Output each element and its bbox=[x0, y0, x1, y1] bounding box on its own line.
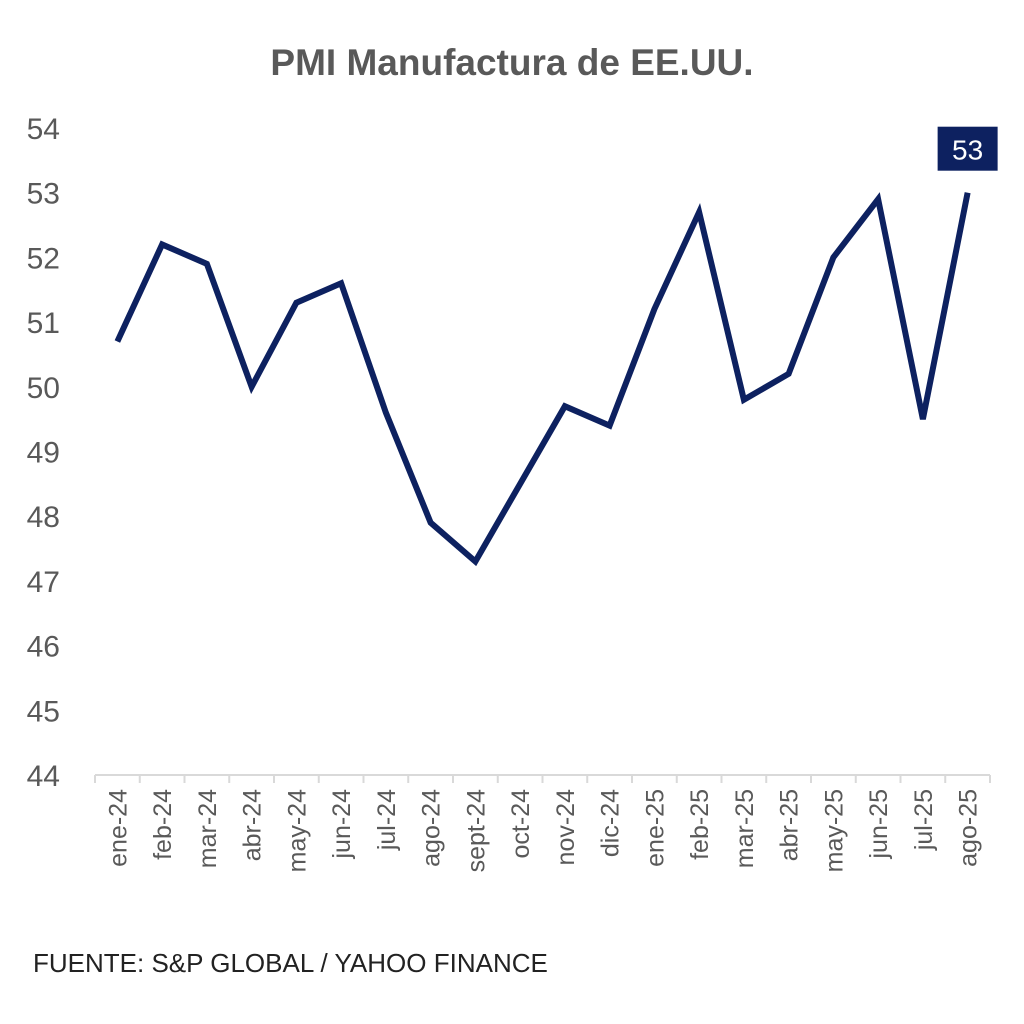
x-tick-label: ene-25 bbox=[641, 789, 669, 867]
x-tick-label: ene-24 bbox=[104, 789, 132, 867]
x-tick-label: oct-24 bbox=[507, 789, 535, 859]
x-tick-label: feb-24 bbox=[149, 789, 177, 860]
x-tick-label: may-25 bbox=[820, 789, 848, 872]
x-tick-label: dic-24 bbox=[597, 789, 625, 857]
x-tick-label: jul-25 bbox=[910, 789, 938, 851]
x-tick-label: abr-24 bbox=[239, 789, 267, 861]
x-tick-label: jul-24 bbox=[373, 789, 401, 851]
y-tick-label: 44 bbox=[27, 760, 60, 793]
y-tick-label: 46 bbox=[27, 631, 60, 664]
x-tick-label: mar-25 bbox=[731, 789, 759, 868]
y-tick-label: 53 bbox=[27, 178, 60, 211]
x-tick-label: abr-25 bbox=[776, 789, 804, 861]
data-label-box bbox=[937, 126, 998, 171]
x-tick-label: ago-24 bbox=[418, 789, 446, 867]
y-tick-label: 49 bbox=[27, 437, 60, 470]
y-tick-label: 47 bbox=[27, 566, 60, 599]
x-tick-label: ago-25 bbox=[955, 789, 983, 867]
x-tick-label: nov-24 bbox=[552, 789, 580, 866]
x-tick-label: jun-24 bbox=[328, 789, 356, 860]
y-tick-label: 48 bbox=[27, 501, 60, 534]
x-tick-label: feb-25 bbox=[686, 789, 714, 860]
data-label: 53 bbox=[952, 135, 983, 166]
y-tick-label: 52 bbox=[27, 242, 60, 275]
x-tick-label: may-24 bbox=[283, 789, 311, 872]
source-note: FUENTE: S&P GLOBAL / YAHOO FINANCE bbox=[33, 948, 548, 978]
y-tick-label: 50 bbox=[27, 372, 60, 405]
x-tick-label: sept-24 bbox=[462, 789, 490, 872]
x-tick-label: jun-25 bbox=[865, 789, 893, 860]
y-tick-label: 51 bbox=[27, 307, 60, 340]
y-tick-label: 45 bbox=[27, 695, 60, 728]
y-tick-label: 54 bbox=[27, 113, 60, 146]
series-line bbox=[114, 192, 971, 567]
chart-title: PMI Manufactura de EE.UU. bbox=[270, 42, 754, 83]
x-tick-label: mar-24 bbox=[194, 789, 222, 868]
